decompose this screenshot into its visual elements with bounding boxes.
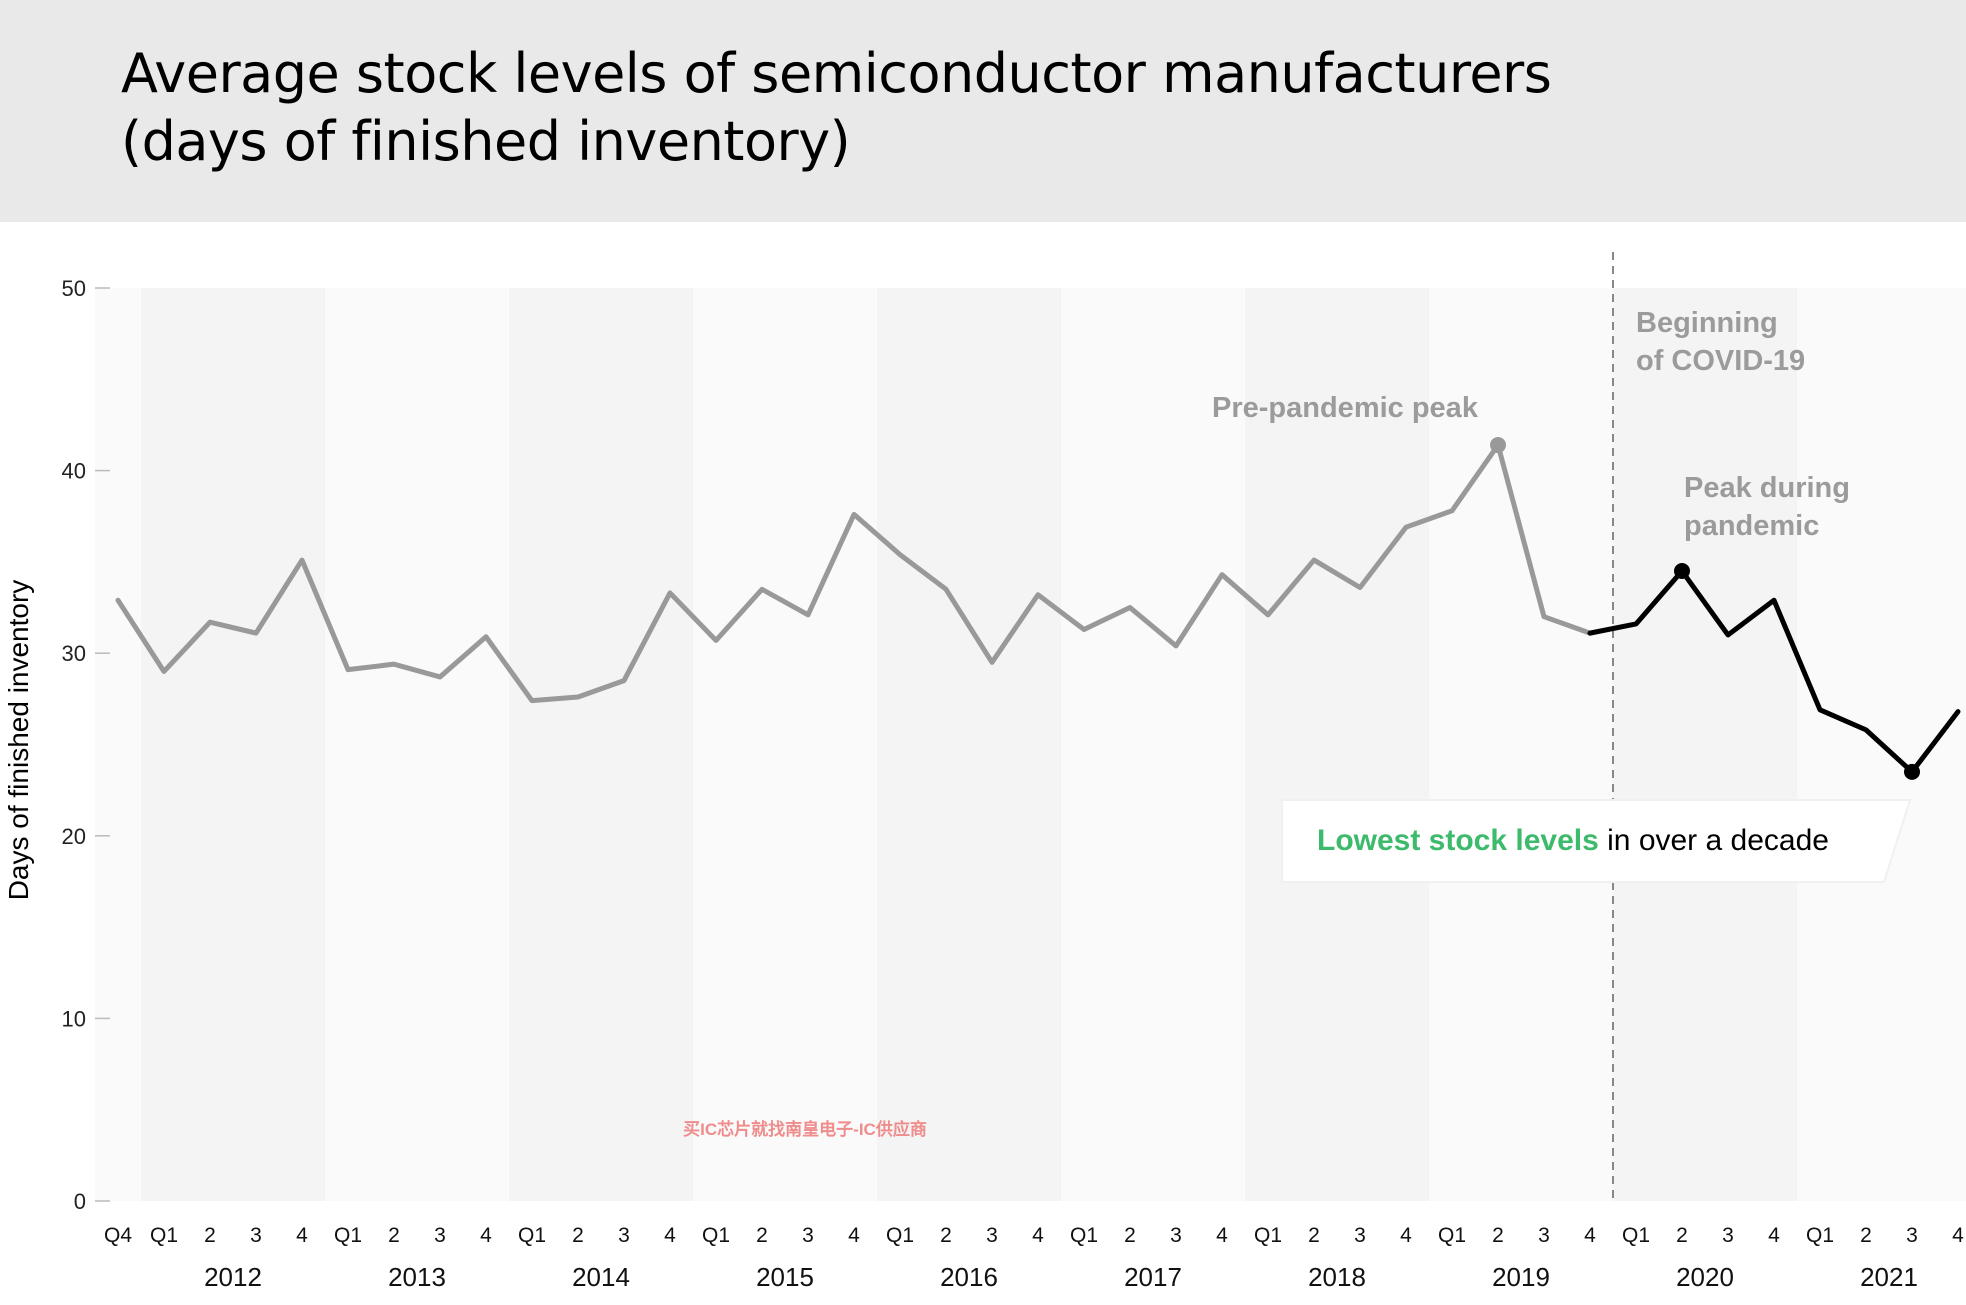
year-label-2019: 2019	[1492, 1262, 1550, 1292]
x-tick-label-25: Q1	[1254, 1224, 1282, 1247]
header-band: Average stock levels of semiconductor ma…	[0, 0, 1966, 222]
series-line-pre-pandemic	[115, 442, 1593, 704]
pandemic-peak-label-line-1: Peak during	[1684, 472, 1850, 504]
series-line-pandemic	[1587, 568, 1961, 775]
x-axis-years: 2012 2013 2014 2015 2016 2017 2018 2019 2020 2021	[204, 1262, 1918, 1292]
year-label-2020: 2020	[1676, 1262, 1734, 1292]
x-tick-label-27: 3	[1354, 1224, 1366, 1247]
band-2020	[1613, 288, 1797, 1201]
year-bands	[95, 288, 1966, 1201]
x-tick-label-30: 2	[1492, 1224, 1504, 1247]
x-tick-label-6: 2	[388, 1224, 400, 1247]
covid-annotation: Beginning of COVID-19	[1636, 307, 1805, 377]
x-tick-label-21: Q1	[1070, 1224, 1098, 1247]
lowest-stock-callout: Lowest stock levels in over a decade	[1281, 799, 1912, 883]
year-label-2016: 2016	[940, 1262, 998, 1292]
year-label-2013: 2013	[388, 1262, 446, 1292]
x-axis-quarters: Q4 Q1 2 3 4 Q1 2 3 4 Q1 2 3 4 Q1 2 3 4 Q1 2 3 4 Q1 2 3 4 Q1 2 3 4 Q1 2…	[104, 1224, 1964, 1247]
x-tick-label-15: 3	[802, 1224, 814, 1247]
x-tick-label-18: 2	[940, 1224, 952, 1247]
y-tick-label-20: 20	[62, 824, 86, 849]
x-tick-label-39: 3	[1906, 1224, 1918, 1247]
x-tick-label-12: 4	[664, 1224, 676, 1247]
line-chart: 0 10 20 30 40 50 Days of finished inventory B…	[3, 252, 1966, 1292]
x-tick-label-5: Q1	[334, 1224, 362, 1247]
callout-box	[1281, 799, 1912, 883]
x-tick-label-9: Q1	[518, 1224, 546, 1247]
x-tick-label-37: Q1	[1806, 1224, 1834, 1247]
pandemic-peak-label-line-2: pandemic	[1684, 510, 1819, 542]
band-2017	[1061, 288, 1245, 1201]
band-2013	[325, 288, 509, 1201]
year-label-2015: 2015	[756, 1262, 814, 1292]
x-tick-label-33: Q1	[1622, 1224, 1650, 1247]
x-tick-label-3: 3	[250, 1224, 262, 1247]
x-tick-label-24: 4	[1216, 1224, 1228, 1247]
x-tick-label-19: 3	[986, 1224, 998, 1247]
band-2014	[509, 288, 693, 1201]
highlight-point-2	[1904, 763, 1920, 780]
callout-text: Lowest stock levels in over a decade	[1317, 824, 1829, 857]
x-tick-label-17: Q1	[886, 1224, 914, 1247]
band-2012	[141, 288, 325, 1201]
year-label-2021: 2021	[1860, 1262, 1918, 1292]
year-label-2014: 2014	[572, 1262, 630, 1292]
y-tick-label-50: 50	[62, 276, 86, 301]
x-tick-label-14: 2	[756, 1224, 768, 1247]
x-tick-label-31: 3	[1538, 1224, 1550, 1247]
pre-pandemic-peak-label: Pre-pandemic peak	[1212, 392, 1479, 424]
highlight-point-1	[1674, 563, 1690, 580]
x-tick-label-22: 2	[1124, 1224, 1136, 1247]
x-tick-label-13: Q1	[702, 1224, 730, 1247]
x-tick-label-36: 4	[1768, 1224, 1780, 1247]
band-2015	[693, 288, 877, 1201]
watermark-text: 买IC芯片就找南皇电子-IC供应商	[683, 1119, 927, 1139]
x-tick-label-11: 3	[618, 1224, 630, 1247]
x-tick-label-32: 4	[1584, 1224, 1596, 1247]
x-tick-label-8: 4	[480, 1224, 492, 1247]
band-lead	[95, 288, 141, 1201]
x-tick-label-34: 2	[1676, 1224, 1688, 1247]
x-tick-label-28: 4	[1400, 1224, 1412, 1247]
year-label-2018: 2018	[1308, 1262, 1366, 1292]
chart-title: Average stock levels of semiconductor ma…	[121, 40, 1901, 176]
covid-annotation-line-2: of COVID-19	[1636, 345, 1805, 377]
y-tick-label-30: 30	[62, 641, 86, 666]
x-tick-label-2: 2	[204, 1224, 216, 1247]
year-label-2017: 2017	[1124, 1262, 1182, 1292]
x-tick-label-16: 4	[848, 1224, 860, 1247]
y-axis: 0 10 20 30 40 50	[62, 276, 110, 1214]
y-tick-label-0: 0	[74, 1189, 86, 1214]
callout-rest: in over a decade	[1599, 824, 1829, 857]
x-tick-label-1: Q1	[150, 1224, 178, 1247]
x-tick-label-20: 4	[1032, 1224, 1044, 1247]
year-label-2012: 2012	[204, 1262, 262, 1292]
x-tick-label-4: 4	[296, 1224, 308, 1247]
band-2016	[877, 288, 1061, 1201]
x-tick-label-35: 3	[1722, 1224, 1734, 1247]
x-tick-label-29: Q1	[1438, 1224, 1466, 1247]
band-2019	[1429, 288, 1613, 1201]
x-tick-label-10: 2	[572, 1224, 584, 1247]
y-axis-label: Days of finished inventory	[3, 580, 34, 901]
highlight-point-0	[1490, 437, 1506, 454]
band-2018	[1245, 288, 1429, 1201]
x-tick-label-0: Q4	[104, 1224, 132, 1247]
y-tick-label-10: 10	[62, 1006, 86, 1031]
highlight-points	[1490, 437, 1920, 780]
chart-title-line-2: (days of finished inventory)	[121, 110, 851, 173]
chart-title-line-1: Average stock levels of semiconductor ma…	[121, 42, 1552, 105]
covid-annotation-line-1: Beginning	[1636, 307, 1778, 339]
callout-highlight: Lowest stock levels	[1317, 824, 1599, 857]
y-tick-label-40: 40	[62, 459, 86, 484]
x-tick-label-7: 3	[434, 1224, 446, 1247]
x-tick-label-40: 4	[1952, 1224, 1964, 1247]
x-tick-label-23: 3	[1170, 1224, 1182, 1247]
x-tick-label-26: 2	[1308, 1224, 1320, 1247]
x-tick-label-38: 2	[1860, 1224, 1872, 1247]
